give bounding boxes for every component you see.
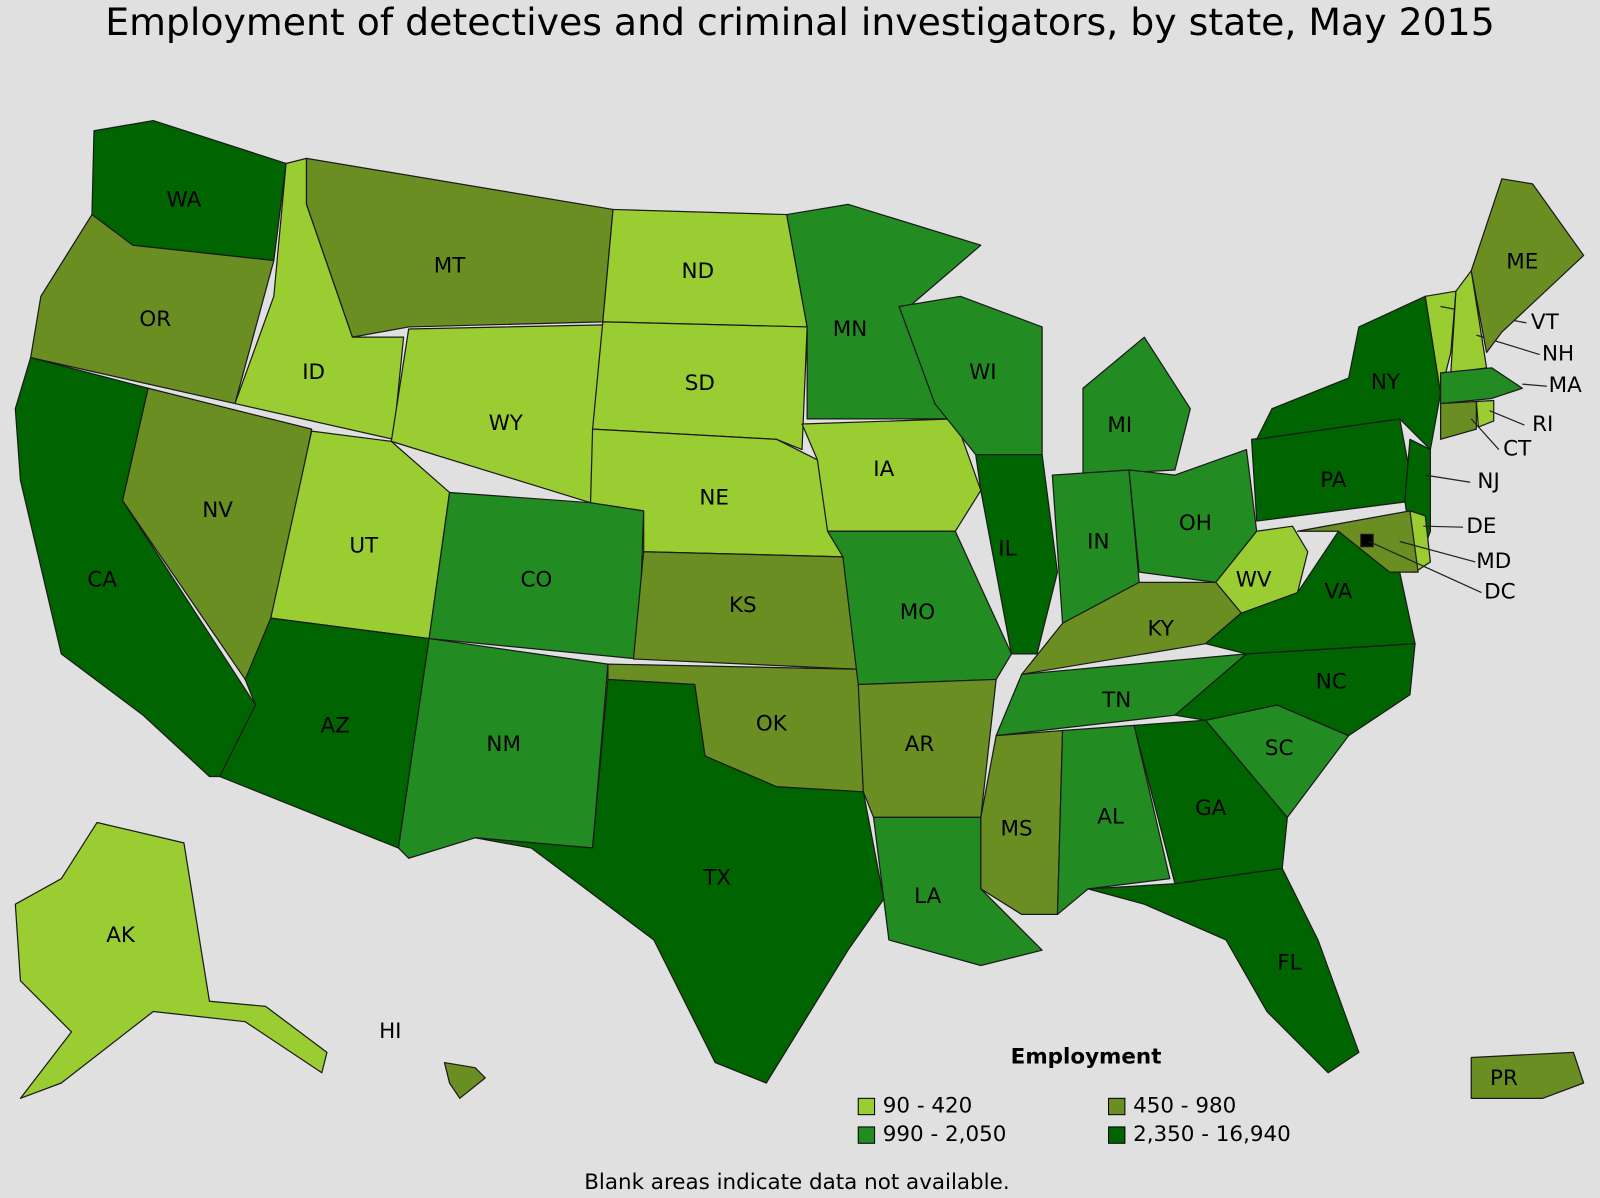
state-label: CT [1503, 437, 1532, 462]
legend-swatch [1108, 1097, 1126, 1116]
state-shape [1360, 533, 1374, 548]
state-shape [14, 821, 328, 1099]
state-label: DC [1484, 580, 1515, 605]
state-label: DE [1466, 514, 1496, 539]
legend-swatch [857, 1126, 876, 1144]
state-label: GA [1195, 796, 1227, 821]
state-label: WY [489, 411, 524, 436]
legend-label: 2,350 - 16,940 [1133, 1122, 1291, 1147]
state-label: MN [833, 317, 868, 342]
leader-line [1399, 540, 1476, 563]
state-label: OK [756, 711, 788, 736]
state-shape [1475, 399, 1495, 428]
state-shape [1082, 336, 1191, 476]
state-shape [591, 321, 808, 451]
state-label: MI [1107, 413, 1132, 438]
legend-label: 450 - 980 [1133, 1094, 1236, 1119]
legend-swatch [1108, 1126, 1126, 1144]
state-label: CO [520, 567, 552, 592]
state-shape [474, 678, 885, 1084]
state-shape [1256, 295, 1442, 451]
leader-line [1423, 525, 1464, 528]
state-label: SC [1265, 736, 1294, 761]
state-label: MO [900, 600, 935, 625]
state-label: KY [1147, 616, 1174, 641]
state-shape [1439, 400, 1477, 440]
state-label: MT [434, 254, 466, 279]
title: Employment of detectives and criminal in… [105, 0, 1495, 44]
state-label: UT [349, 534, 379, 559]
state-label: VA [1324, 580, 1352, 605]
state-label: NC [1316, 669, 1347, 694]
state-label: OH [1179, 511, 1212, 536]
state-label: MD [1476, 549, 1511, 574]
state-label: AZ [320, 713, 349, 738]
state-label: OR [139, 307, 171, 332]
state-label: ME [1506, 250, 1538, 275]
legend-swatch [857, 1097, 876, 1116]
state-shape [1424, 290, 1457, 394]
state-label: ND [682, 259, 715, 284]
state-label: WA [167, 187, 202, 212]
state-shape [1056, 724, 1171, 916]
state-shape [443, 1061, 486, 1099]
state-label: LA [914, 884, 941, 909]
legend-label: 90 - 420 [883, 1094, 973, 1119]
state-shape [1470, 178, 1585, 354]
map: Employment of detectives and criminal in… [14, 0, 1585, 1195]
state-label: AK [106, 923, 136, 948]
state-label: IL [998, 537, 1016, 562]
state-shape [1470, 1051, 1585, 1099]
state-shape [975, 454, 1059, 655]
state-label: NE [699, 486, 729, 511]
state-label: CA [87, 567, 117, 592]
state-label: NY [1371, 370, 1401, 395]
leader-line [1470, 418, 1500, 450]
state-shape [305, 157, 614, 338]
state-label: FL [1277, 950, 1301, 975]
state-label: NJ [1477, 469, 1499, 494]
state-label: WV [1236, 567, 1272, 592]
state-label: AR [905, 732, 935, 757]
state-shape [1439, 367, 1523, 405]
state-shape [1087, 867, 1360, 1074]
state-label: NV [202, 498, 233, 523]
state-label: HI [379, 1019, 401, 1044]
state-label: RI [1532, 412, 1553, 437]
state-label: PR [1490, 1066, 1518, 1091]
state-label: TN [1101, 688, 1131, 713]
state-label: MA [1549, 373, 1582, 398]
state-label: TX [702, 866, 731, 891]
note: Blank areas indicate data not available. [584, 1170, 1009, 1195]
leader-line [1489, 410, 1525, 426]
state-shape [1296, 510, 1419, 573]
state-label: IN [1087, 530, 1109, 555]
state-label: PA [1320, 468, 1347, 493]
state-label: MS [1001, 817, 1033, 842]
state-label: NH [1542, 342, 1574, 367]
state-label: NM [486, 732, 521, 757]
leader-line [1368, 540, 1482, 594]
state-shape [1215, 525, 1309, 614]
state-label: AL [1097, 804, 1124, 829]
state-shape [1133, 719, 1288, 885]
leader-line [1522, 383, 1547, 387]
state-label: SD [685, 371, 715, 396]
state-label: WI [969, 360, 997, 385]
state-label: IA [873, 457, 894, 482]
legend-label: 990 - 2,050 [883, 1122, 1007, 1147]
state-label: ID [302, 360, 325, 385]
state-label: VT [1531, 310, 1560, 335]
leader-line [1425, 474, 1471, 483]
state-label: KS [729, 593, 757, 618]
legend-title: Employment [1011, 1044, 1162, 1069]
